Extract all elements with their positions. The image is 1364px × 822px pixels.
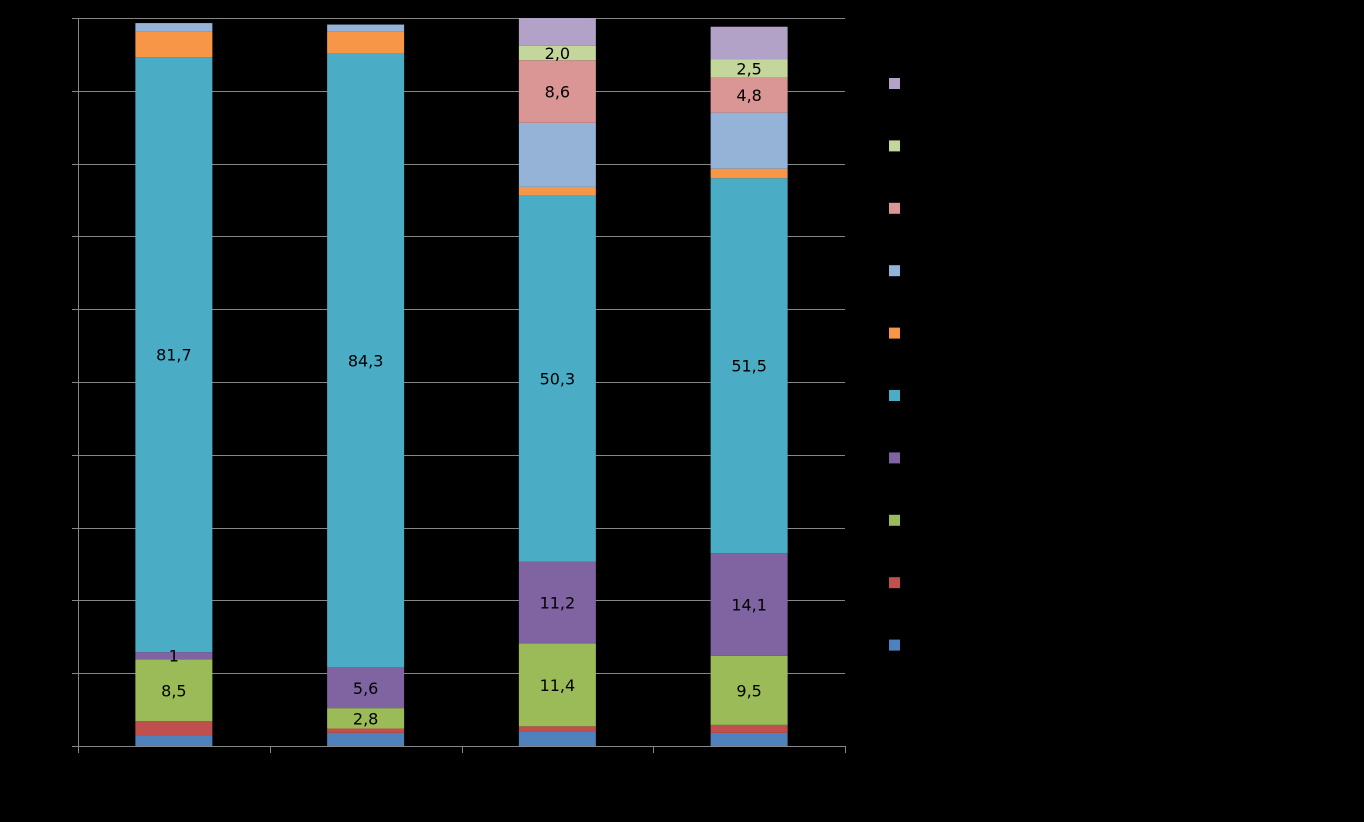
bar-segment	[518, 195, 596, 562]
bar-segment	[710, 168, 788, 179]
data-label: 14,1	[731, 595, 767, 614]
data-label: 8,5	[161, 681, 186, 700]
data-label: 50,3	[540, 370, 576, 389]
bars	[135, 18, 788, 746]
legend-marker	[889, 327, 900, 339]
bar-segment	[710, 553, 788, 656]
data-label: 1	[169, 647, 179, 666]
data-label: 81,7	[156, 346, 192, 365]
bar-segment	[518, 726, 596, 732]
bar-segment	[710, 77, 788, 113]
bar-segment	[327, 53, 405, 668]
bar-segment	[327, 24, 405, 32]
bar-segment	[518, 731, 596, 746]
legend-marker	[889, 514, 900, 526]
legend-marker	[889, 140, 900, 152]
legend-marker	[889, 639, 900, 651]
legend-marker	[889, 78, 900, 89]
bar-segment	[710, 732, 788, 746]
bar-segment	[518, 45, 596, 61]
bar-segment	[327, 728, 405, 733]
bar-segment	[135, 31, 213, 58]
bar-segment	[518, 561, 596, 644]
data-label: 2,5	[736, 60, 761, 79]
data-label: 8,6	[545, 83, 570, 102]
bar-segment	[327, 31, 405, 54]
data-label: 2,8	[353, 709, 378, 728]
segment-labels: 8,5 1 81,7 2,8 5,6 84,3 11,4 11,2 50,3 8,6 2,0 9,5 1…	[156, 44, 767, 728]
bar-segment	[518, 60, 596, 123]
data-label: 9,5	[736, 681, 761, 700]
bar-segment	[518, 122, 596, 187]
bar-segment	[710, 26, 788, 60]
axes	[72, 18, 846, 753]
bar-segment	[135, 659, 213, 722]
data-label: 2,0	[545, 44, 570, 63]
legend-marker	[889, 265, 900, 277]
bar-segment	[135, 735, 213, 746]
data-label: 84,3	[348, 352, 384, 371]
bar-segment	[327, 708, 405, 729]
data-label: 4,8	[736, 86, 761, 105]
bar-segment	[135, 57, 213, 653]
legend-marker	[889, 452, 900, 464]
bar-segment	[518, 186, 596, 196]
bar-segment	[710, 178, 788, 554]
data-label: 51,5	[731, 357, 767, 376]
data-label: 5,6	[353, 679, 378, 698]
bar-segment	[327, 732, 405, 746]
bar-segment	[518, 18, 596, 46]
bar-segment	[710, 59, 788, 78]
bar-segment	[518, 643, 596, 727]
bar-segment	[135, 721, 213, 736]
data-label: 11,2	[540, 594, 576, 613]
legend	[889, 78, 900, 651]
bar-segment	[710, 655, 788, 725]
legend-marker	[889, 577, 900, 589]
data-label: 11,4	[540, 676, 576, 695]
bar-segment	[710, 112, 788, 169]
bar-segment	[135, 652, 213, 660]
bar-segment	[710, 724, 788, 733]
bar-segment	[327, 667, 405, 709]
legend-marker	[889, 390, 900, 401]
legend-marker	[889, 202, 900, 214]
bar-segment	[135, 23, 213, 32]
